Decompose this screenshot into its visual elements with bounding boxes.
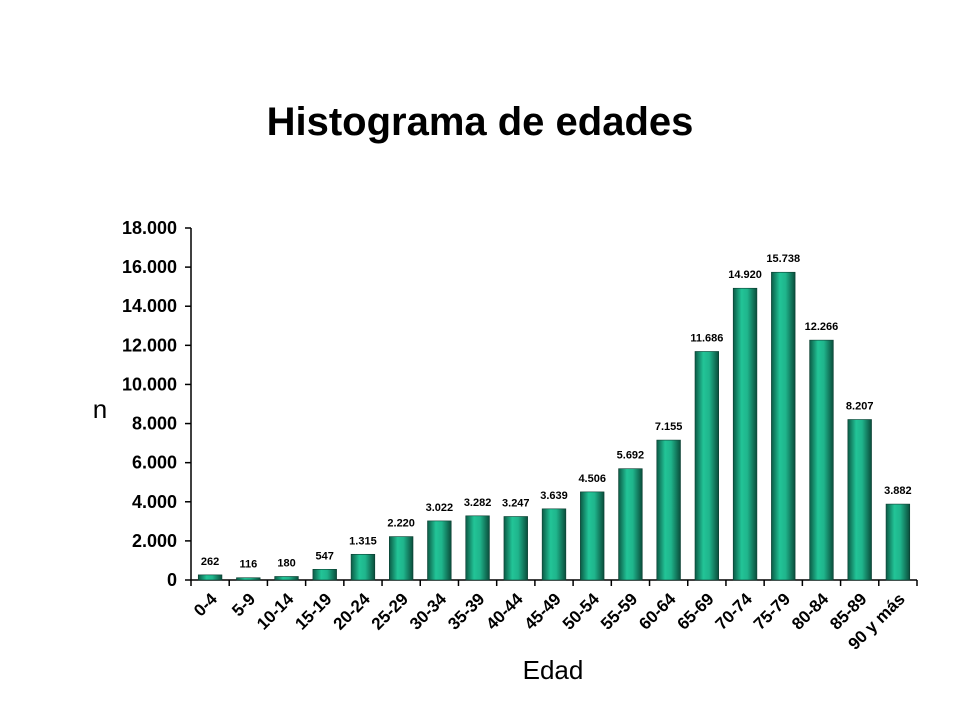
x-tick-label: 25-29 <box>368 589 412 633</box>
y-tick-label: 12.000 <box>122 335 177 355</box>
data-label: 262 <box>201 556 219 568</box>
data-label: 4.506 <box>578 473 606 485</box>
x-tick-label: 60-64 <box>635 589 680 634</box>
data-label: 14.920 <box>728 269 762 281</box>
data-label: 3.282 <box>464 497 492 509</box>
data-label: 3.022 <box>426 502 454 514</box>
y-tick-label: 4.000 <box>132 492 177 512</box>
data-labels: 262 116 180 547 1.315 2.220 3.022 3.282 3.247 3.6… <box>201 253 912 570</box>
bar <box>809 339 834 581</box>
bars <box>197 271 911 581</box>
data-label: 3.882 <box>884 485 912 497</box>
y-tick-label: 2.000 <box>132 531 177 551</box>
x-tick-label: 0-4 <box>190 589 221 620</box>
data-label: 547 <box>316 550 334 562</box>
bar <box>771 271 796 581</box>
y-tick-label: 16.000 <box>122 257 177 277</box>
y-tick-label: 6.000 <box>132 453 177 473</box>
bar <box>732 287 758 581</box>
chart-title: Histograma de edades <box>266 100 694 144</box>
data-label: 116 <box>239 559 257 571</box>
bar <box>197 574 223 581</box>
bar <box>656 439 681 581</box>
y-tick-label: 14.000 <box>122 296 177 316</box>
x-tick-label: 75-79 <box>750 589 794 633</box>
y-tick-label: 0 <box>167 570 177 590</box>
data-label: 3.639 <box>540 490 568 502</box>
x-tick-label: 20-24 <box>330 589 375 634</box>
bar <box>274 576 299 581</box>
data-label: 2.220 <box>387 518 415 530</box>
bar <box>465 515 490 581</box>
x-tick-label: 55-59 <box>597 589 641 633</box>
y-tick-label: 10.000 <box>122 374 177 394</box>
bar <box>312 569 337 581</box>
data-label: 5.692 <box>617 450 645 462</box>
x-tick-label: 10-14 <box>253 589 298 634</box>
x-axis: 0-4 5-910-1415-1920-2425-2930-3435-3940-4… <box>190 579 918 654</box>
x-tick-label: 30-34 <box>406 589 451 634</box>
data-label: 12.266 <box>805 321 839 333</box>
bar <box>503 516 528 581</box>
data-label: 15.738 <box>766 253 800 265</box>
data-label: 7.155 <box>655 421 683 433</box>
x-tick-label: 70-74 <box>712 589 757 634</box>
bar <box>236 577 261 581</box>
data-label: 180 <box>277 557 295 569</box>
bar <box>541 508 567 581</box>
x-tick-label: 65-69 <box>673 589 717 633</box>
x-axis-title: Edad <box>523 655 584 685</box>
x-tick-label: 80-84 <box>788 589 833 634</box>
bar <box>694 351 719 581</box>
x-tick-label: 45-49 <box>521 589 565 633</box>
bar <box>427 520 452 581</box>
y-tick-label: 8.000 <box>132 414 177 434</box>
y-axis: 0 2.000 4.000 6.000 8.000 10.000 12.000 14.000 1… <box>122 218 192 590</box>
bar <box>580 491 605 581</box>
data-label: 3.247 <box>502 498 530 510</box>
data-label: 1.315 <box>349 535 377 547</box>
bar <box>847 419 872 581</box>
x-tick-label: 50-54 <box>559 589 604 634</box>
x-tick-label: 15-19 <box>291 589 335 633</box>
bar <box>350 553 376 581</box>
x-tick-label: 40-44 <box>482 589 527 634</box>
x-tick-label: 35-39 <box>444 589 488 633</box>
y-axis-title: n <box>93 394 107 424</box>
data-label: 8.207 <box>846 401 874 413</box>
y-tick-label: 18.000 <box>122 218 177 238</box>
bar <box>389 536 414 581</box>
x-tick-label: 5-9 <box>228 589 259 620</box>
data-label: 11.686 <box>690 332 723 344</box>
bar <box>618 468 643 581</box>
bar <box>885 503 911 581</box>
